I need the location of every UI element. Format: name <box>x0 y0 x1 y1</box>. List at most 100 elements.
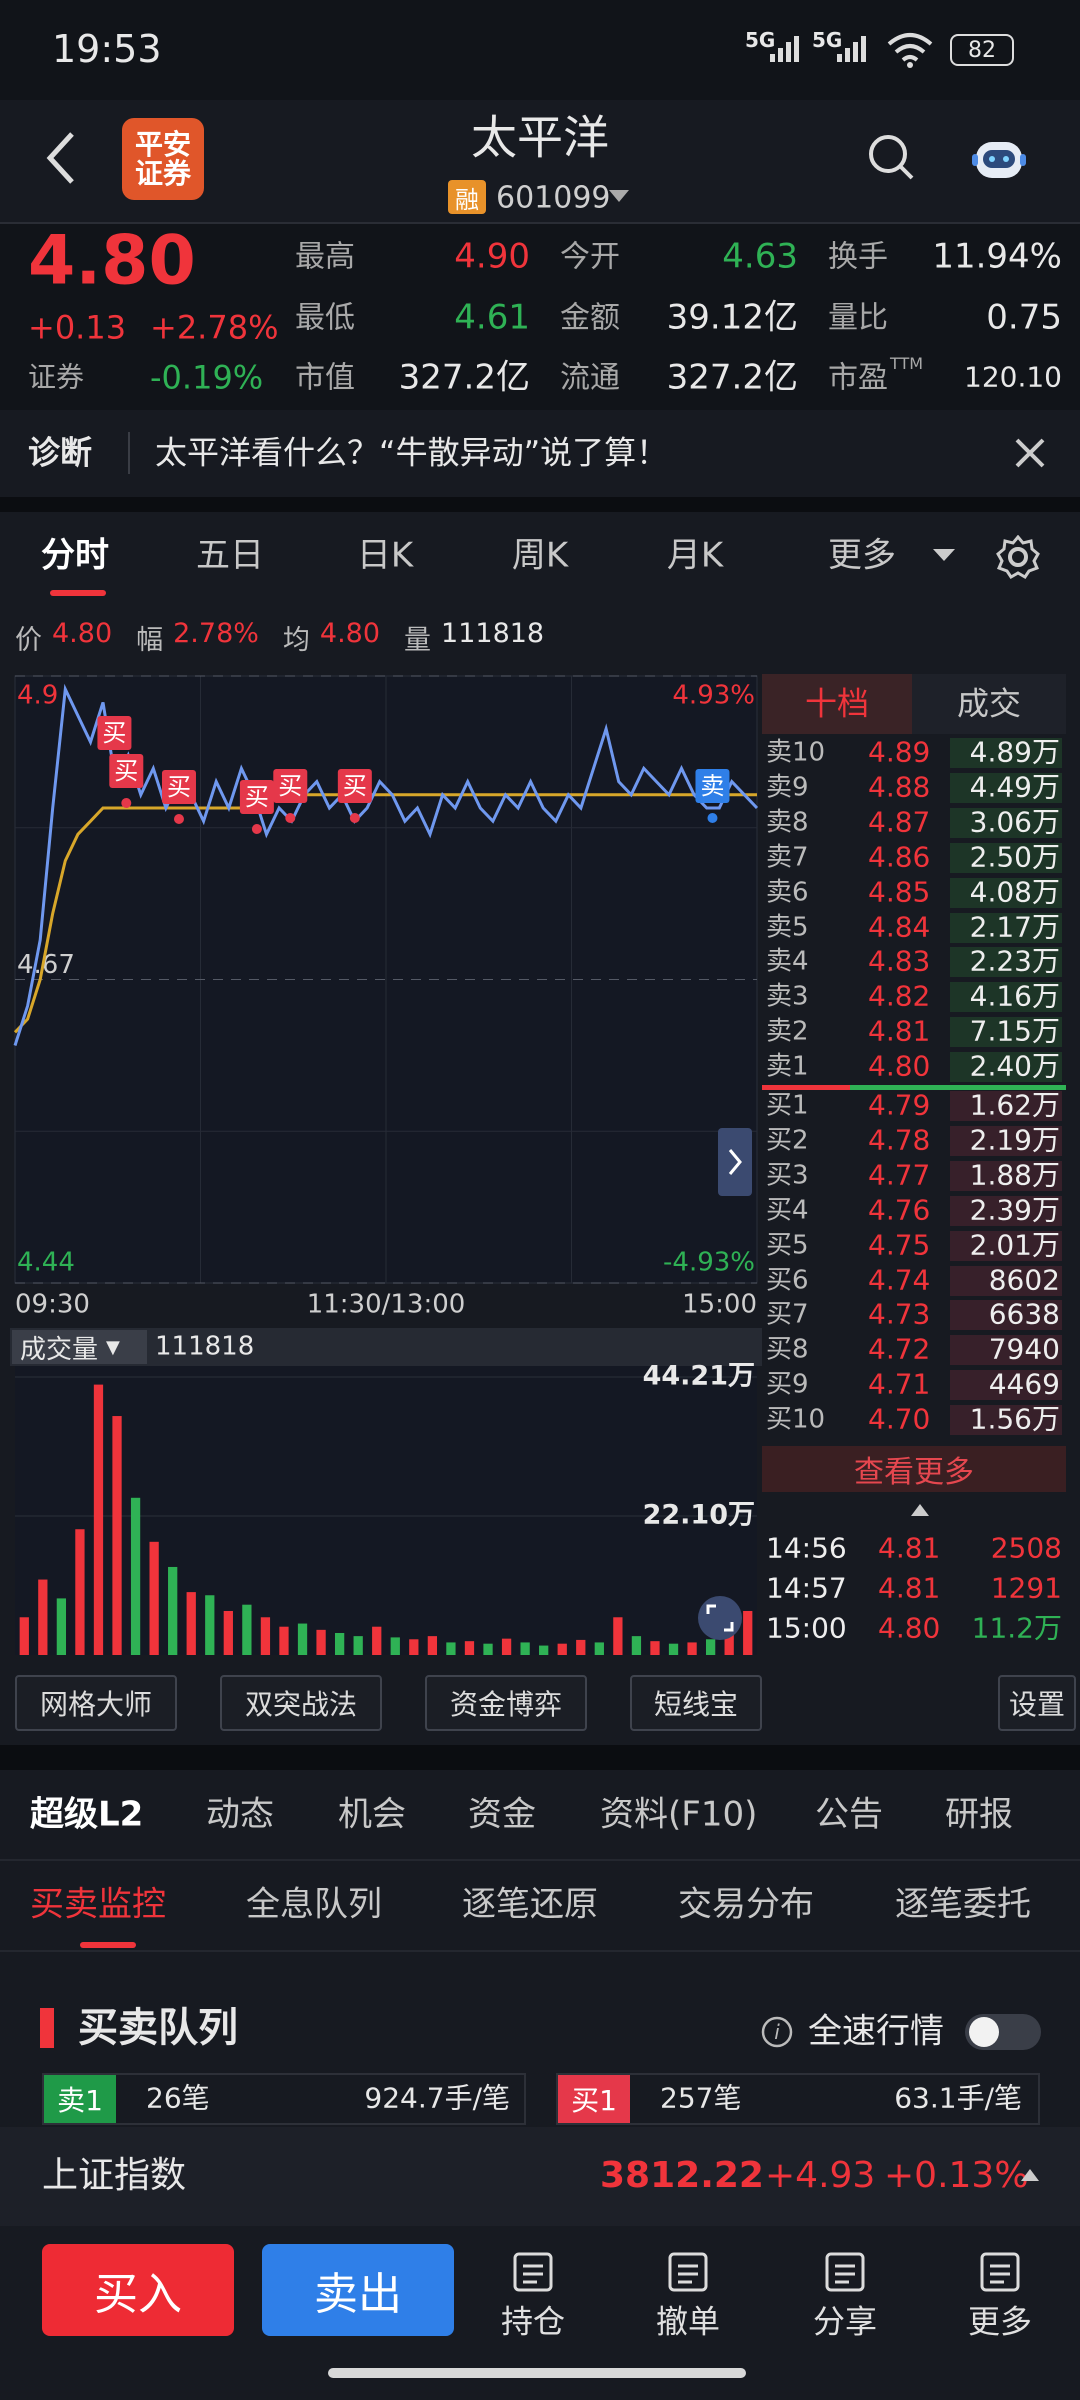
info-icon[interactable]: i <box>760 2015 794 2049</box>
tool-button[interactable]: 双突战法 <box>220 1675 382 1731</box>
more-button[interactable]: 查看更多 <box>762 1446 1066 1492</box>
chart-tab[interactable]: 日K <box>356 535 414 576</box>
queue-average: 63.1手/笔 <box>894 2081 1022 2115</box>
toggle-knob[interactable] <box>969 2017 999 2047</box>
book-price: 4.83 <box>868 944 931 978</box>
gap <box>0 497 1080 512</box>
section-marker <box>40 2008 54 2048</box>
volume-bar <box>372 1626 382 1655</box>
sell-button[interactable]: 卖出 <box>262 2244 454 2336</box>
diagnosis-text[interactable]: 太平洋看什么？“牛散异动”说了算！ <box>155 433 669 472</box>
trade-marker <box>239 780 274 814</box>
more-text[interactable]: 查看更多 <box>854 1455 974 1490</box>
chart-tab[interactable]: 分时 <box>41 535 109 576</box>
volume-bar <box>724 1629 734 1655</box>
book-price: 4.88 <box>868 770 931 804</box>
settings-button[interactable] <box>996 535 1040 579</box>
buy-button[interactable]: 买入 <box>42 2244 234 2336</box>
dropdown-arrow[interactable]: ▼ <box>106 1336 120 1358</box>
sub-tab[interactable]: 全息队列 <box>246 1884 382 1925</box>
index-bar[interactable] <box>0 2127 1080 2226</box>
book-label: 卖6 <box>766 877 809 908</box>
detail-tab[interactable]: 动态 <box>206 1794 274 1835</box>
tool-label[interactable]: 双突战法 <box>244 1688 357 1721</box>
search-button[interactable] <box>866 132 916 182</box>
volume-bar <box>130 1497 141 1655</box>
tool-label[interactable]: 资金博弈 <box>449 1688 562 1721</box>
depth-shade <box>950 1195 1062 1226</box>
book-volume: 2.17万 <box>969 910 1060 944</box>
expand-arrow <box>728 1149 742 1175</box>
detail-tab[interactable]: 公告 <box>815 1794 883 1835</box>
tool-button[interactable]: 短线宝 <box>630 1675 762 1731</box>
last-price: 4.80 <box>28 221 196 301</box>
trade-marker-label: 买 <box>343 772 367 800</box>
buy-text[interactable]: 买入 <box>94 2269 182 2320</box>
sector-label: 证券 <box>28 360 85 394</box>
tab-bg <box>912 674 1066 734</box>
chart-tab[interactable]: 五日 <box>196 535 264 576</box>
price-change-pct: +2.78% <box>150 308 279 347</box>
price-change: +0.13 <box>28 308 127 347</box>
marker-dot <box>121 798 132 808</box>
sub-tab[interactable]: 交易分布 <box>678 1884 814 1925</box>
y-tick-label: 22.10万 <box>643 1500 755 1531</box>
action-label[interactable]: 更多 <box>967 2302 1033 2341</box>
x-tick-label: 11:30/13:00 <box>306 1289 466 1320</box>
close-button[interactable] <box>1014 437 1046 469</box>
action-icon[interactable] <box>511 2250 555 2294</box>
signal-label: 5G <box>812 28 843 52</box>
queue-average: 924.7手/笔 <box>364 2081 510 2115</box>
sell-text[interactable]: 卖出 <box>314 2269 402 2320</box>
settings-label[interactable]: 设置 <box>1008 1688 1065 1721</box>
settings-button[interactable]: 设置 <box>998 1675 1076 1731</box>
detail-tab[interactable]: 研报 <box>945 1794 1013 1835</box>
expand-arrow[interactable] <box>1020 2168 1040 2182</box>
book-price: 4.82 <box>868 979 931 1013</box>
book-volume: 2.19万 <box>969 1123 1060 1157</box>
book-volume: 1.62万 <box>969 1088 1060 1122</box>
book-label: 买2 <box>766 1125 809 1156</box>
dropdown-arrow[interactable] <box>932 547 956 563</box>
chart-tab[interactable]: 周K <box>511 535 569 576</box>
assistant-button[interactable] <box>972 134 1026 182</box>
sub-tab[interactable]: 逐笔还原 <box>462 1884 598 1925</box>
index-name[interactable]: 上证指数 <box>42 2155 187 2197</box>
svg-text:i: i <box>774 2020 780 2044</box>
tool-button[interactable]: 资金博弈 <box>425 1675 587 1731</box>
tool-button[interactable]: 网格大师 <box>15 1675 177 1731</box>
volume-selector[interactable]: 成交量 ▼ <box>12 1330 147 1365</box>
book-tab[interactable]: 十档 <box>804 684 870 723</box>
back-button[interactable] <box>44 130 78 186</box>
volume-label[interactable]: 成交量 <box>20 1334 99 1365</box>
collapse-arrow[interactable] <box>910 1503 930 1517</box>
volume-bar <box>687 1642 697 1655</box>
sub-tab[interactable]: 买卖监控 <box>30 1884 166 1925</box>
action-icon[interactable] <box>666 2250 710 2294</box>
detail-tab[interactable]: 资金 <box>468 1794 536 1835</box>
quote-panel <box>0 222 1080 410</box>
depth-shade <box>950 1052 1062 1083</box>
chart-tab[interactable]: 月K <box>666 535 724 576</box>
action-icon[interactable] <box>978 2250 1022 2294</box>
trade-time: 15:00 <box>766 1611 847 1645</box>
book-label: 卖4 <box>766 947 809 978</box>
separator <box>128 432 130 474</box>
action-label[interactable]: 分享 <box>812 2302 878 2341</box>
book-tab[interactable]: 成交 <box>956 684 1022 723</box>
chart-tab[interactable]: 更多 <box>828 535 896 576</box>
depth-shade <box>950 912 1062 943</box>
trade-volume: 11.2万 <box>971 1611 1062 1645</box>
dropdown-arrow[interactable] <box>608 188 630 204</box>
action-label[interactable]: 撤单 <box>655 2302 721 2341</box>
action-label[interactable]: 持仓 <box>500 2302 566 2341</box>
detail-tab[interactable]: 机会 <box>338 1794 406 1835</box>
tool-label[interactable]: 网格大师 <box>39 1688 152 1721</box>
detail-tab[interactable]: 超级L2 <box>30 1794 144 1835</box>
action-icon[interactable] <box>823 2250 867 2294</box>
sub-tab[interactable]: 逐笔委托 <box>895 1884 1031 1925</box>
volume-bar <box>576 1639 586 1655</box>
detail-tab[interactable]: 资料(F10) <box>600 1794 758 1835</box>
trade-time: 14:57 <box>766 1571 847 1605</box>
tool-label[interactable]: 短线宝 <box>653 1688 738 1721</box>
